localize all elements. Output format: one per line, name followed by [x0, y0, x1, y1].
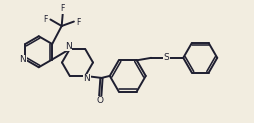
Text: F: F: [76, 18, 80, 27]
Text: F: F: [43, 15, 48, 23]
Text: N: N: [19, 55, 26, 64]
Text: N: N: [65, 42, 71, 51]
Text: O: O: [96, 96, 103, 105]
Text: N: N: [83, 74, 90, 83]
Text: S: S: [163, 53, 168, 62]
Text: F: F: [60, 4, 65, 13]
